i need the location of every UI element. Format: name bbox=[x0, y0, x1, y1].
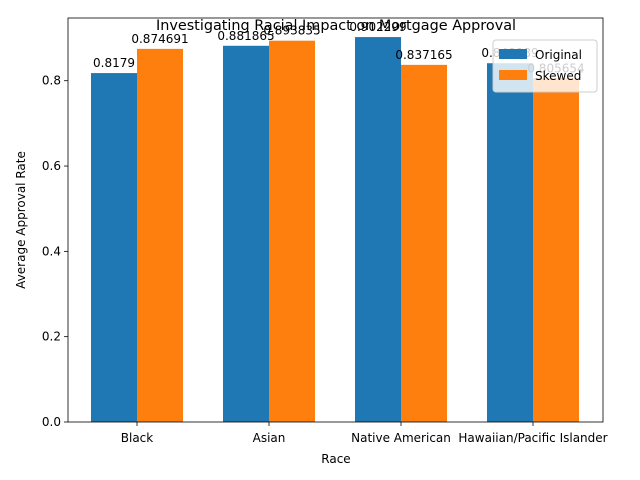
bars-group bbox=[91, 37, 579, 423]
bar-skewed-1 bbox=[269, 40, 315, 423]
y-axis: 0.0 0.2 0.4 0.6 0.8 bbox=[42, 74, 68, 429]
legend-swatch-skewed bbox=[499, 70, 527, 80]
data-label-skewed-1: 0.893835 bbox=[263, 24, 320, 38]
y-tick-label: 0.2 bbox=[42, 330, 61, 344]
y-tick-label: 0.0 bbox=[42, 415, 61, 429]
x-axis-label: Race bbox=[321, 452, 350, 466]
plot-frame bbox=[67, 17, 604, 423]
data-label-original-2: 0.902299 bbox=[349, 20, 406, 34]
bar-original-1 bbox=[223, 45, 269, 423]
y-tick-label: 0.6 bbox=[42, 159, 61, 173]
x-tick-label: Hawaiian/Pacific Islander bbox=[458, 431, 607, 445]
x-tick-label: Black bbox=[121, 431, 154, 445]
y-tick-label: 0.4 bbox=[42, 244, 61, 258]
legend-swatch-original bbox=[499, 49, 527, 59]
legend: Original Skewed bbox=[492, 39, 598, 93]
data-label-skewed-2: 0.837165 bbox=[395, 48, 452, 62]
y-axis-label: Average Approval Rate bbox=[14, 151, 28, 289]
data-label-original-1: 0.881865 bbox=[217, 29, 274, 43]
chart-title: Investigating Racial Impact on Mortgage … bbox=[156, 18, 516, 34]
x-axis: Black Asian Native American Hawaiian/Pacifi… bbox=[121, 422, 608, 445]
data-label-skewed-0: 0.874691 bbox=[131, 32, 188, 46]
bar-original-2 bbox=[355, 37, 401, 422]
legend-label-original: Original bbox=[535, 48, 582, 62]
bar-skewed-3 bbox=[533, 78, 579, 422]
bar-skewed-2 bbox=[401, 64, 447, 422]
bar-original-0 bbox=[91, 73, 137, 423]
x-tick-label: Native American bbox=[351, 431, 451, 445]
y-tick-label: 0.8 bbox=[42, 74, 61, 88]
bar-skewed-0 bbox=[137, 48, 183, 422]
bar-original-3 bbox=[487, 63, 533, 422]
data-label-original-0: 0.8179 bbox=[93, 56, 135, 70]
x-tick-label: Asian bbox=[253, 431, 286, 445]
legend-label-skewed: Skewed bbox=[535, 69, 581, 83]
